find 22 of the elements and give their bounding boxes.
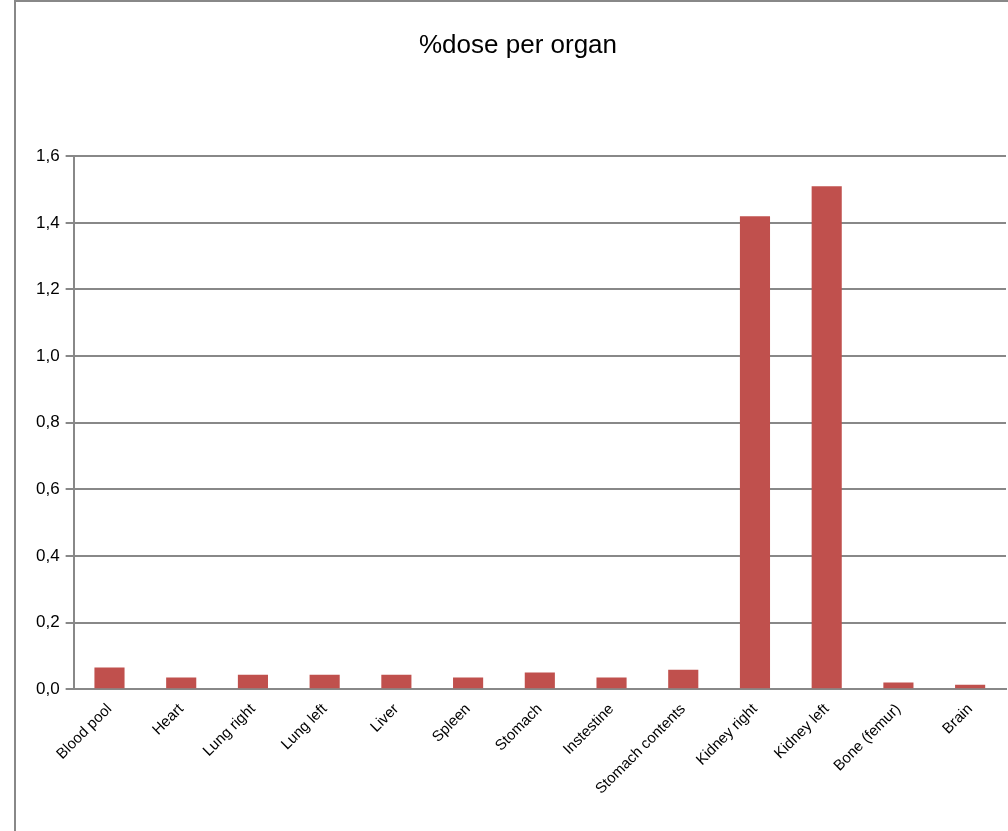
y-tick-label: 0,6 bbox=[35, 479, 60, 499]
bar bbox=[237, 674, 268, 689]
chart-title: %dose per organ bbox=[418, 28, 618, 59]
bar bbox=[811, 186, 842, 689]
y-tick-label: 1,0 bbox=[35, 345, 60, 365]
bar bbox=[94, 667, 125, 689]
bar bbox=[668, 669, 699, 689]
bar bbox=[883, 682, 914, 689]
bar bbox=[381, 674, 412, 689]
y-tick-label: 1,4 bbox=[35, 212, 60, 232]
y-tick-label: 1,2 bbox=[35, 279, 60, 299]
bar bbox=[596, 677, 627, 689]
y-tick-label: 0,4 bbox=[35, 545, 60, 565]
y-tick-label: 0,8 bbox=[35, 412, 60, 432]
y-tick-label: 1,6 bbox=[35, 145, 60, 165]
bar bbox=[453, 677, 484, 689]
bar bbox=[309, 674, 340, 689]
y-tick-label: 0,0 bbox=[35, 679, 60, 699]
bar bbox=[739, 216, 771, 689]
bar bbox=[524, 672, 555, 689]
bar bbox=[166, 677, 197, 689]
y-tick-label: 0,2 bbox=[35, 612, 60, 632]
